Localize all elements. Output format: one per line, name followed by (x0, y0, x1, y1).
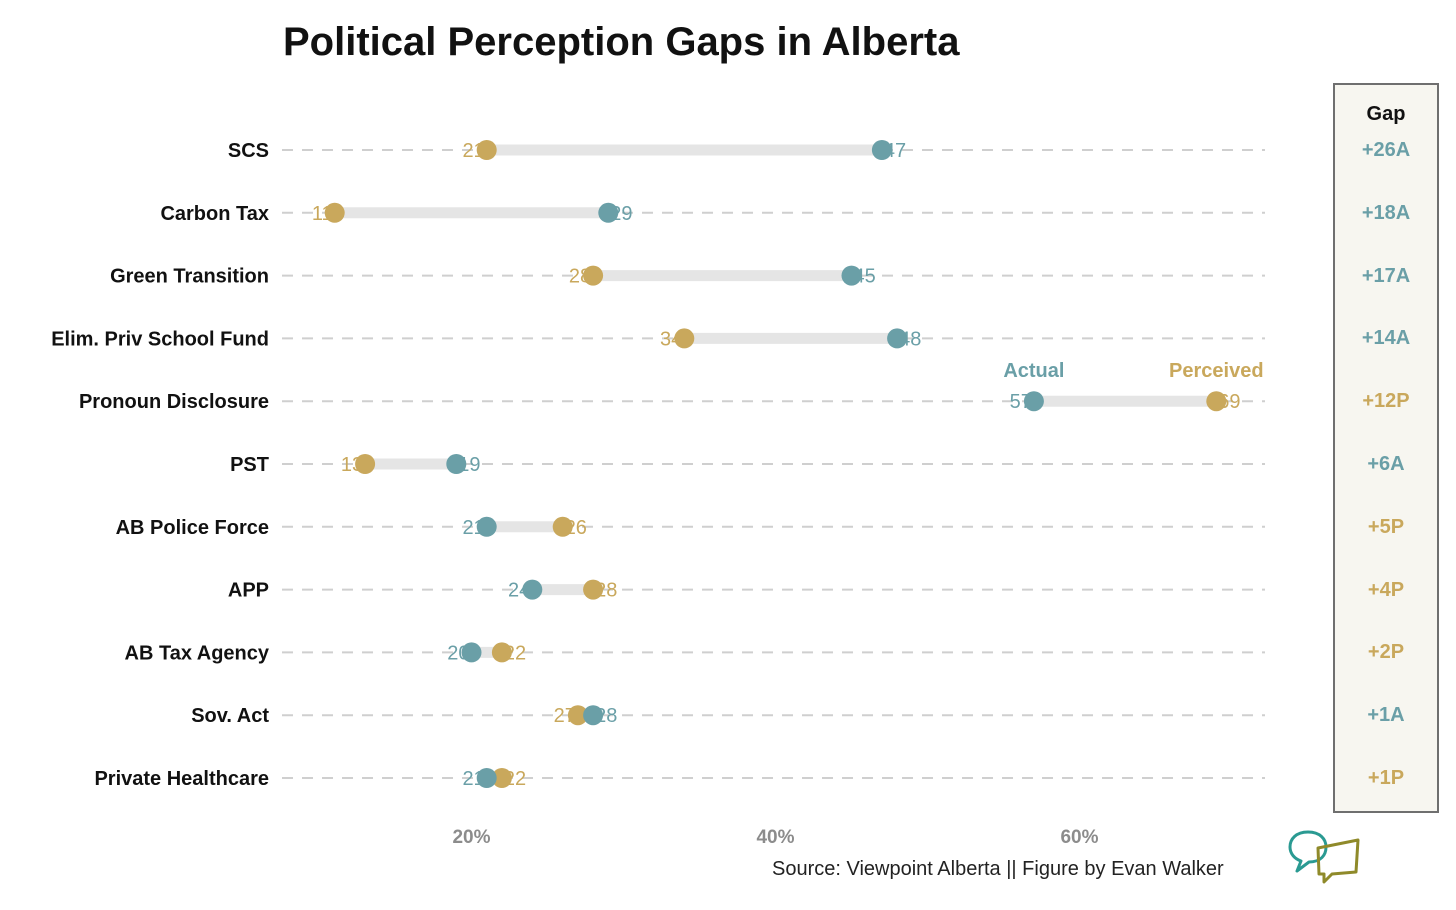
actual-point (1023, 391, 1044, 412)
x-tick-label: 20% (452, 827, 490, 848)
gap-value: +6A (1367, 453, 1405, 475)
gap-value: +2P (1367, 641, 1405, 664)
gap-header: Gap (1366, 103, 1406, 125)
perceived-point (567, 705, 588, 726)
actual-point (841, 265, 862, 286)
gap-value: +18A (1361, 201, 1411, 224)
row-label: Carbon Tax (160, 203, 269, 225)
perceived-point (583, 579, 604, 600)
perceived-point (583, 265, 604, 286)
row-label: PST (230, 454, 269, 476)
row-label: AB Tax Agency (125, 642, 270, 664)
actual-point (476, 768, 497, 788)
row-label: AB Police Force (116, 517, 269, 539)
actual-point (476, 516, 497, 537)
x-tick-label: 60% (1060, 827, 1098, 848)
perceived-point (491, 642, 512, 663)
x-tick-label: 40% (756, 827, 794, 848)
row-label: APP (228, 580, 269, 602)
row-label: SCS (228, 140, 269, 162)
gap-value: +12P (1362, 390, 1410, 413)
actual-point (887, 328, 908, 349)
gap-value: +14A (1361, 327, 1411, 350)
actual-point (871, 140, 892, 160)
chart-title: Political Perception Gaps in Alberta (283, 20, 960, 64)
perceived-point (324, 202, 345, 223)
actual-point (522, 579, 543, 600)
speech-bubbles-logo-icon (1288, 830, 1360, 884)
row-label: Private Healthcare (94, 768, 269, 790)
perceived-point (674, 328, 695, 349)
actual-point (446, 454, 467, 474)
gap-value: +26A (1361, 139, 1411, 161)
perceived-point (1206, 391, 1227, 412)
legend-perceived: Perceived (1169, 360, 1264, 382)
gap-value: +17A (1361, 264, 1411, 287)
gap-value: +5P (1367, 515, 1405, 538)
legend-actual: Actual (1003, 360, 1064, 382)
actual-point (598, 202, 619, 223)
perceived-point (476, 140, 497, 160)
actual-point (583, 705, 604, 726)
perceived-point (552, 516, 573, 537)
gap-panel: Gap +26A +18A +17A +14A +12P +6A +5P +4P +2P +1A +… (1333, 83, 1439, 813)
perceived-point (491, 768, 512, 788)
row-label: Sov. Act (191, 705, 269, 727)
gap-value: +1A (1367, 704, 1405, 727)
gap-value: +1P (1367, 767, 1405, 789)
actual-point (461, 642, 482, 663)
source-caption: Source: Viewpoint Alberta || Figure by E… (772, 858, 1224, 880)
row-label: Elim. Priv School Fund (51, 328, 269, 350)
row-label: Green Transition (110, 266, 269, 288)
gap-value: +4P (1367, 578, 1405, 601)
perceived-point (355, 454, 376, 474)
row-label: Pronoun Disclosure (79, 391, 269, 413)
